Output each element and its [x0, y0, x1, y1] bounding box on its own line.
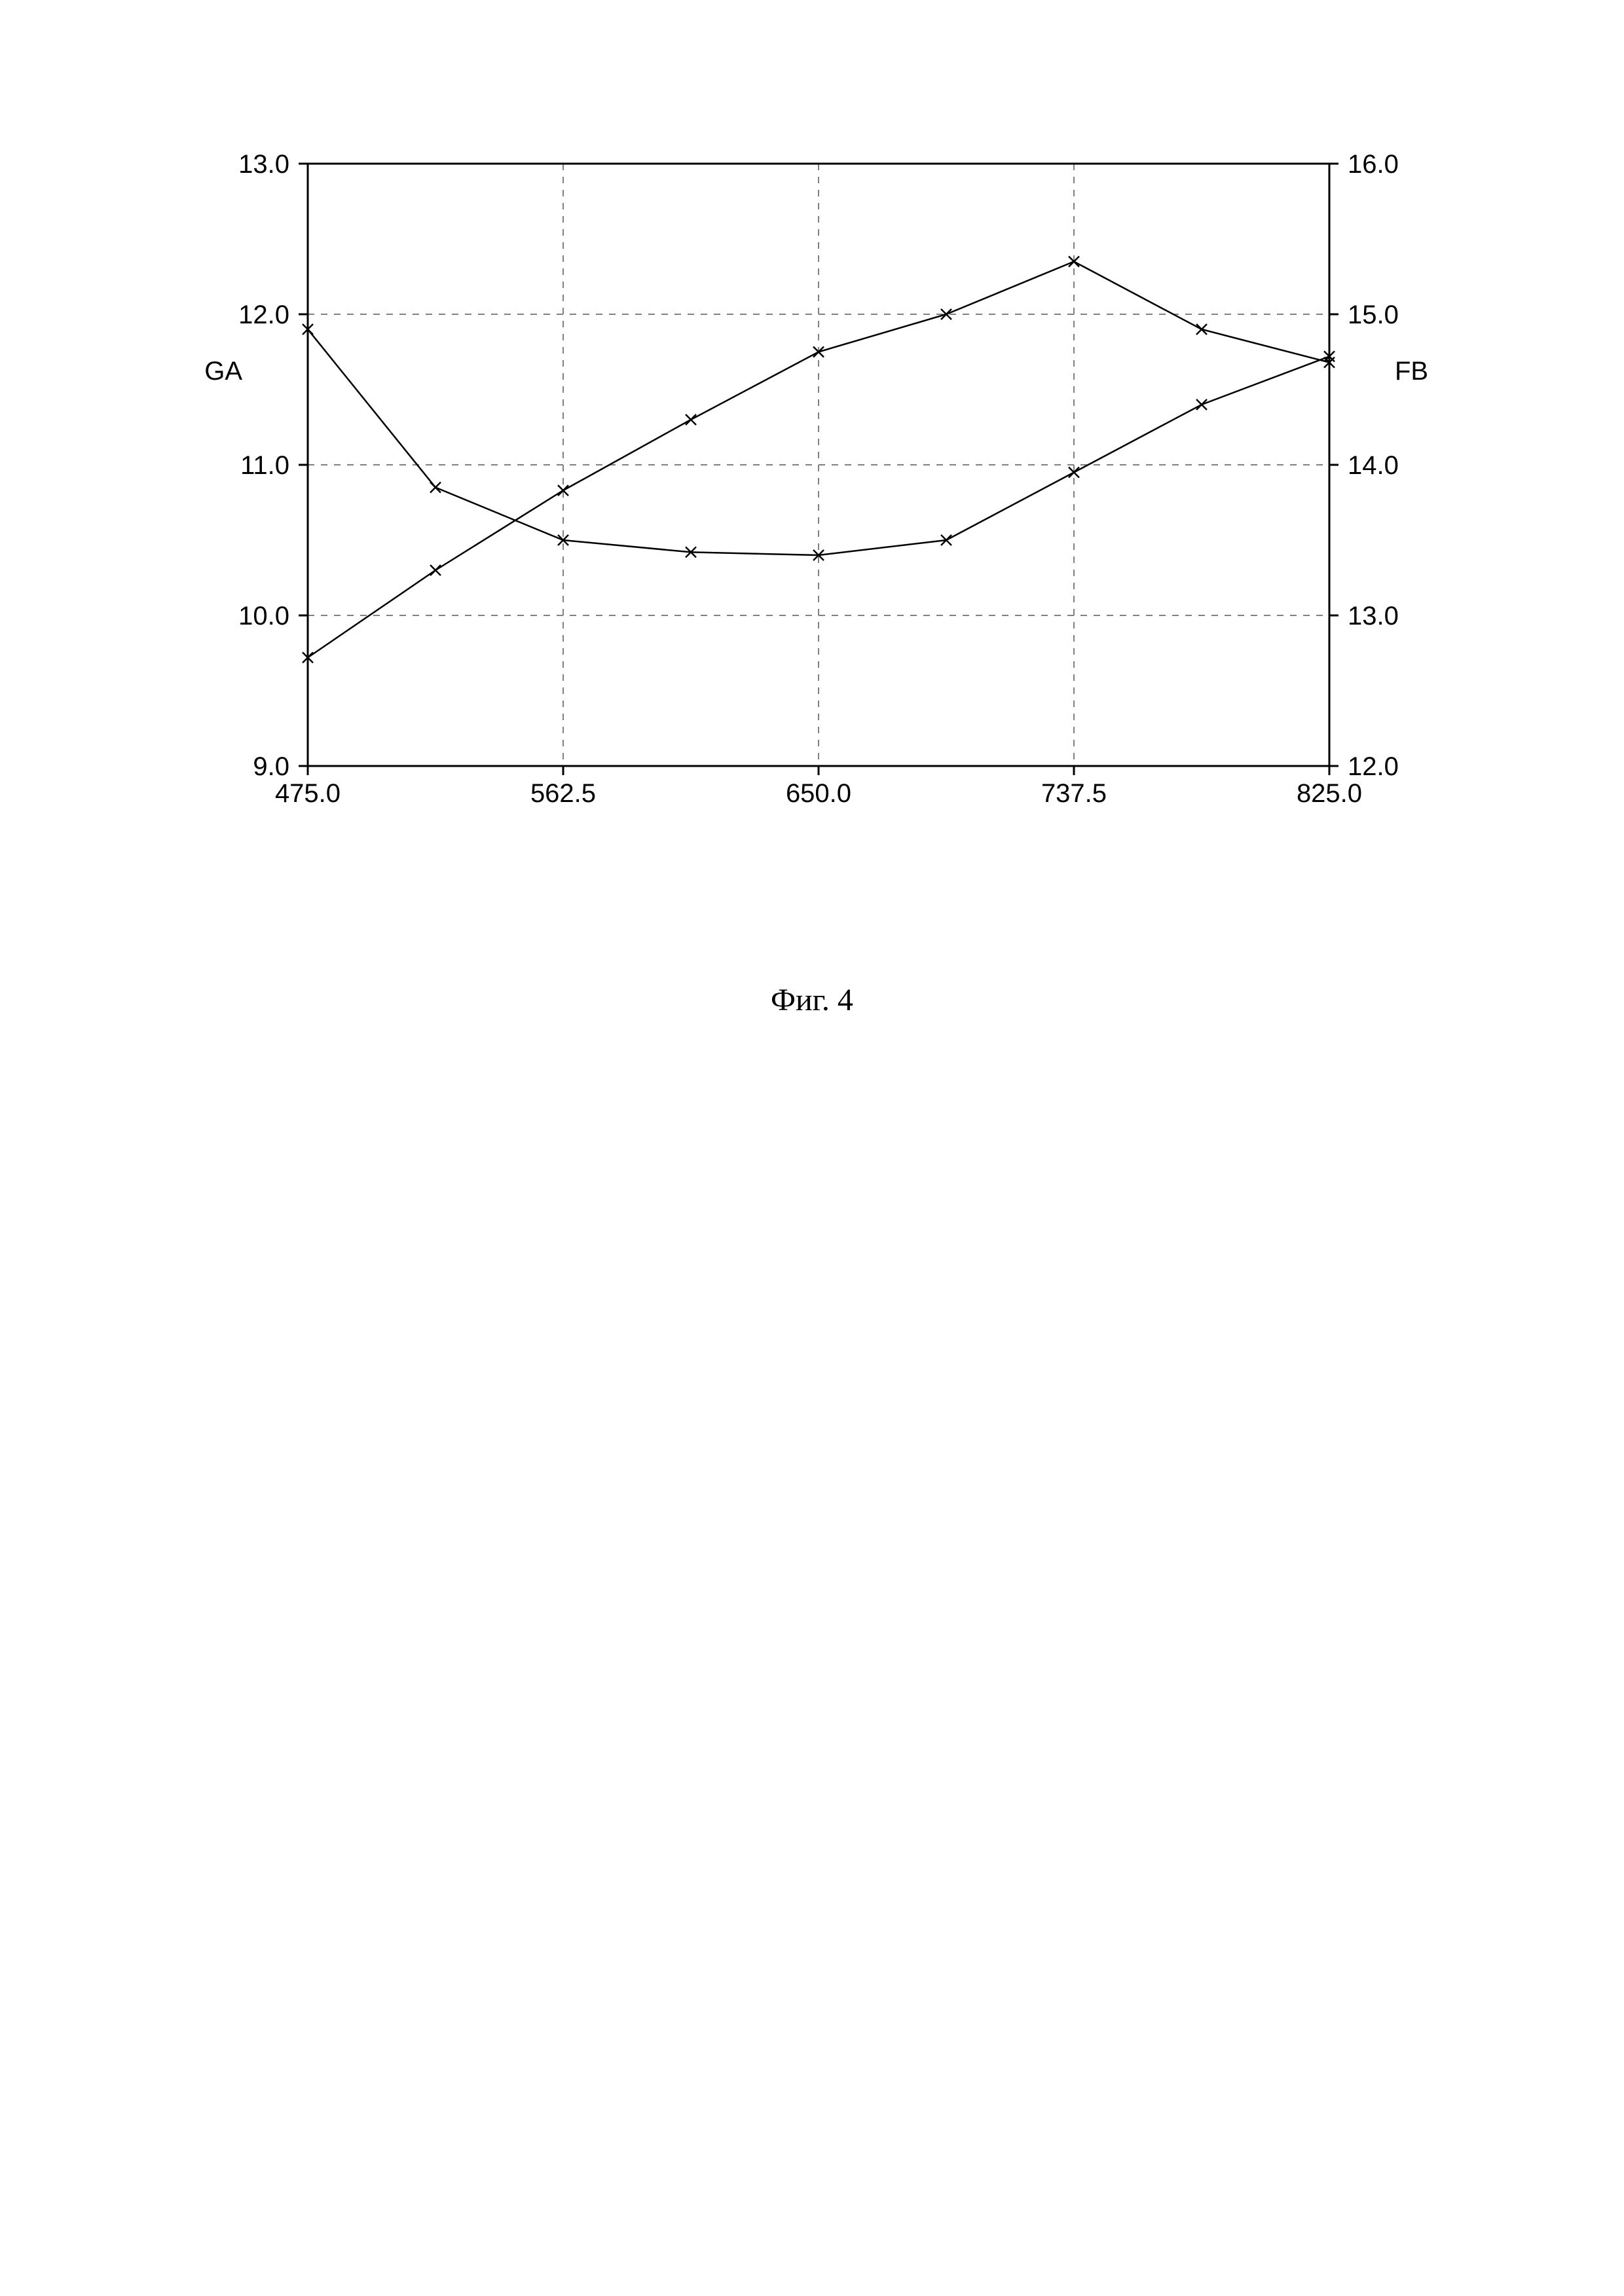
svg-text:14.0: 14.0 [1348, 451, 1399, 480]
svg-text:13.0: 13.0 [238, 151, 289, 179]
svg-text:562.5: 562.5 [530, 779, 596, 808]
svg-text:GA: GA [204, 357, 242, 386]
svg-text:12.0: 12.0 [238, 301, 289, 329]
svg-text:737.5: 737.5 [1041, 779, 1107, 808]
svg-text:650.0: 650.0 [786, 779, 851, 808]
dual-axis-line-chart: 475.0 562.5 650.0 737.5 825.0 9.0 10.0 11.0 12.0… [183, 151, 1460, 838]
svg-text:11.0: 11.0 [240, 451, 289, 480]
figure-caption: Фиг. 4 [0, 982, 1624, 1018]
svg-text:825.0: 825.0 [1297, 779, 1362, 808]
svg-text:10.0: 10.0 [238, 602, 289, 630]
svg-text:15.0: 15.0 [1348, 301, 1399, 329]
svg-text:9.0: 9.0 [253, 752, 289, 781]
svg-text:475.0: 475.0 [275, 779, 341, 808]
svg-text:12.0: 12.0 [1348, 752, 1399, 781]
chart-container: 475.0 562.5 650.0 737.5 825.0 9.0 10.0 11.0 12.0… [183, 151, 1460, 838]
svg-text:13.0: 13.0 [1348, 602, 1399, 630]
svg-text:16.0: 16.0 [1348, 151, 1399, 179]
svg-text:FB: FB [1395, 357, 1428, 386]
page: 475.0 562.5 650.0 737.5 825.0 9.0 10.0 11.0 12.0… [0, 0, 1624, 2296]
